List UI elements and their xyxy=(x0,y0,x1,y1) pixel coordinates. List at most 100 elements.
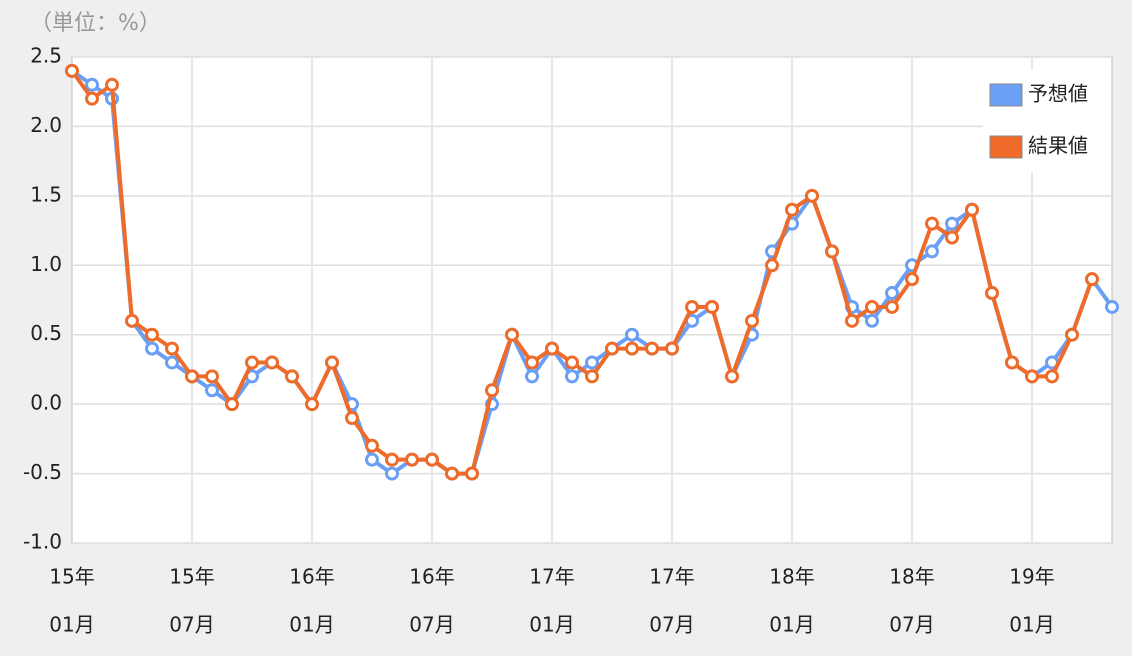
data-point xyxy=(445,466,459,481)
data-point xyxy=(865,299,879,314)
data-point xyxy=(685,299,699,314)
data-point xyxy=(1105,299,1119,314)
x-tick-label: 15年 xyxy=(49,565,94,589)
y-tick-label: -0.5 xyxy=(23,460,62,484)
data-point xyxy=(1045,369,1059,384)
legend-label: 予想値 xyxy=(1028,82,1088,106)
data-point xyxy=(945,230,959,245)
data-point xyxy=(205,369,219,384)
data-point xyxy=(605,341,619,356)
data-point xyxy=(525,369,539,384)
data-point xyxy=(105,77,119,92)
data-point xyxy=(145,341,159,356)
data-point xyxy=(205,383,219,398)
data-point xyxy=(665,341,679,356)
data-point xyxy=(825,244,839,259)
data-point xyxy=(285,369,299,384)
y-tick-label: 1.0 xyxy=(30,252,62,276)
data-point xyxy=(365,452,379,467)
data-point xyxy=(885,299,899,314)
data-point xyxy=(225,397,239,412)
data-point xyxy=(945,216,959,231)
legend-label: 結果値 xyxy=(1028,134,1088,158)
data-point xyxy=(545,341,559,356)
data-point xyxy=(185,369,199,384)
data-point xyxy=(585,369,599,384)
data-point xyxy=(385,466,399,481)
data-point xyxy=(725,369,739,384)
x-tick-label: 16年 xyxy=(289,565,334,589)
data-point xyxy=(165,355,179,370)
data-point xyxy=(265,355,279,370)
data-point xyxy=(625,327,639,342)
data-point xyxy=(1085,272,1099,287)
x-tick-label: 15年 xyxy=(169,565,214,589)
data-point xyxy=(925,216,939,231)
data-point xyxy=(965,202,979,217)
data-point xyxy=(905,272,919,287)
series-line xyxy=(70,69,1094,476)
data-point xyxy=(625,341,639,356)
x-tick-label: 07月 xyxy=(409,613,454,637)
data-point xyxy=(325,355,339,370)
x-tick-label: 01月 xyxy=(289,613,334,637)
data-point xyxy=(1065,327,1079,342)
x-tick-label: 19年 xyxy=(1009,565,1054,589)
x-tick-label: 16年 xyxy=(409,565,454,589)
x-tick-label: 17年 xyxy=(649,565,694,589)
data-point xyxy=(405,452,419,467)
data-point xyxy=(365,438,379,453)
data-point xyxy=(645,341,659,356)
data-point xyxy=(565,355,579,370)
data-point xyxy=(745,313,759,328)
data-point xyxy=(785,202,799,217)
y-tick-label: -1.0 xyxy=(23,530,62,554)
y-tick-label: 2.0 xyxy=(30,113,62,137)
data-point xyxy=(505,327,519,342)
data-point xyxy=(805,188,819,203)
x-tick-label: 01月 xyxy=(529,613,574,637)
x-tick-label: 07月 xyxy=(649,613,694,637)
y-tick-label: 0.5 xyxy=(30,321,62,345)
x-tick-label: 17年 xyxy=(529,565,574,589)
x-tick-label: 01月 xyxy=(49,613,94,637)
data-point xyxy=(845,313,859,328)
data-point xyxy=(925,244,939,259)
data-point xyxy=(385,452,399,467)
y-tick-label: 2.5 xyxy=(30,44,62,68)
data-point xyxy=(565,369,579,384)
x-tick-label: 07月 xyxy=(169,613,214,637)
x-tick-label: 18年 xyxy=(769,565,814,589)
data-point xyxy=(65,63,79,78)
data-point xyxy=(345,411,359,426)
x-tick-label: 18年 xyxy=(889,565,934,589)
data-point xyxy=(85,77,99,92)
x-tick-label: 01月 xyxy=(769,613,814,637)
data-point xyxy=(485,383,499,398)
data-point xyxy=(85,91,99,106)
data-point xyxy=(765,258,779,273)
legend-swatch xyxy=(989,83,1023,107)
data-point xyxy=(125,313,139,328)
y-tick-label: 1.5 xyxy=(30,182,62,206)
data-point xyxy=(245,355,259,370)
data-point xyxy=(305,397,319,412)
data-point xyxy=(885,286,899,301)
data-point xyxy=(525,355,539,370)
unit-label: （単位：%） xyxy=(30,11,161,36)
y-tick-label: 0.0 xyxy=(30,391,62,415)
data-point xyxy=(1005,355,1019,370)
data-point xyxy=(1025,369,1039,384)
data-point xyxy=(585,355,599,370)
data-point xyxy=(985,286,999,301)
x-tick-label: 07月 xyxy=(889,613,934,637)
data-point xyxy=(145,327,159,342)
data-point xyxy=(165,341,179,356)
x-tick-label: 01月 xyxy=(1009,613,1054,637)
plot-area xyxy=(71,56,1113,544)
data-point xyxy=(425,452,439,467)
data-point xyxy=(865,313,879,328)
legend-swatch xyxy=(989,135,1023,159)
data-point xyxy=(465,466,479,481)
